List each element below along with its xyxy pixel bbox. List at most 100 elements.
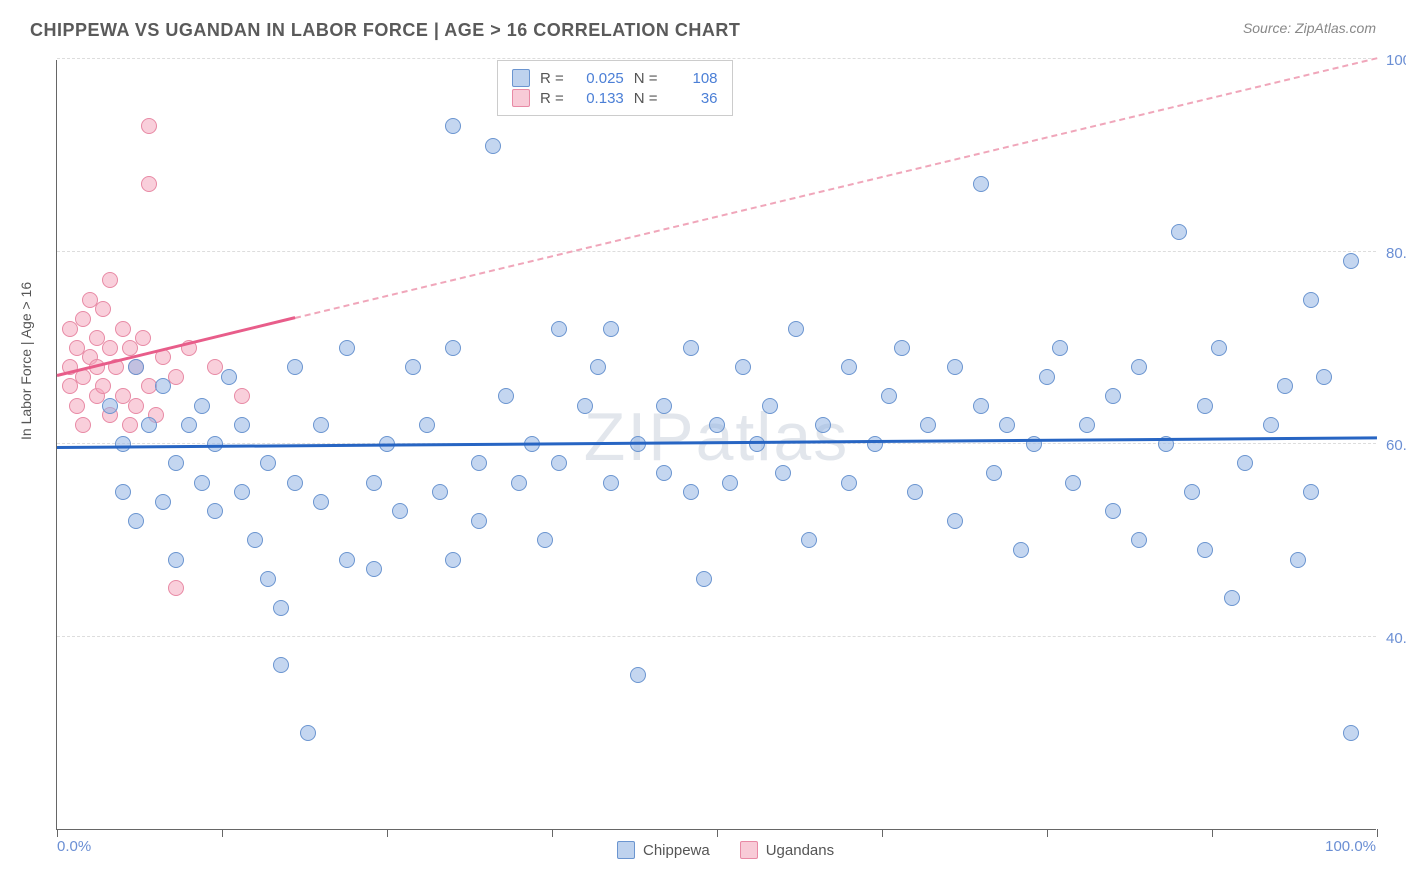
point-ugandans — [168, 580, 184, 596]
point-chippewa — [1303, 484, 1319, 500]
gridline — [57, 636, 1376, 637]
y-axis-label: In Labor Force | Age > 16 — [18, 282, 34, 440]
point-chippewa — [841, 359, 857, 375]
point-chippewa — [234, 484, 250, 500]
point-chippewa — [973, 398, 989, 414]
point-chippewa — [194, 475, 210, 491]
point-chippewa — [1131, 532, 1147, 548]
n-value: 108 — [668, 70, 718, 87]
point-chippewa — [947, 513, 963, 529]
swatch-pink-icon — [512, 89, 530, 107]
point-chippewa — [1224, 590, 1240, 606]
point-chippewa — [788, 321, 804, 337]
legend-item-chippewa: Chippewa — [617, 841, 710, 859]
point-chippewa — [181, 417, 197, 433]
y-tick-label: 60.0% — [1386, 437, 1406, 454]
n-label: N = — [634, 70, 658, 87]
x-tick — [1377, 829, 1378, 837]
r-value: 0.133 — [574, 90, 624, 107]
point-chippewa — [392, 503, 408, 519]
point-chippewa — [128, 359, 144, 375]
point-chippewa — [1290, 552, 1306, 568]
point-chippewa — [603, 475, 619, 491]
point-chippewa — [1263, 417, 1279, 433]
point-chippewa — [102, 398, 118, 414]
n-value: 36 — [668, 90, 718, 107]
point-ugandans — [102, 340, 118, 356]
point-ugandans — [128, 398, 144, 414]
point-chippewa — [1211, 340, 1227, 356]
legend-label: Ugandans — [766, 842, 834, 859]
point-chippewa — [775, 465, 791, 481]
point-chippewa — [1052, 340, 1068, 356]
point-chippewa — [749, 436, 765, 452]
point-chippewa — [1343, 725, 1359, 741]
point-ugandans — [234, 388, 250, 404]
point-chippewa — [683, 484, 699, 500]
point-chippewa — [1316, 369, 1332, 385]
point-chippewa — [920, 417, 936, 433]
point-chippewa — [445, 552, 461, 568]
point-chippewa — [115, 436, 131, 452]
point-chippewa — [551, 455, 567, 471]
point-chippewa — [577, 398, 593, 414]
point-chippewa — [1197, 542, 1213, 558]
point-chippewa — [735, 359, 751, 375]
point-chippewa — [498, 388, 514, 404]
point-chippewa — [234, 417, 250, 433]
point-ugandans — [168, 369, 184, 385]
x-tick — [387, 829, 388, 837]
point-chippewa — [128, 513, 144, 529]
point-ugandans — [122, 417, 138, 433]
r-label: R = — [540, 70, 564, 87]
point-chippewa — [537, 532, 553, 548]
n-label: N = — [634, 90, 658, 107]
point-chippewa — [1039, 369, 1055, 385]
point-chippewa — [590, 359, 606, 375]
point-chippewa — [168, 455, 184, 471]
point-chippewa — [260, 571, 276, 587]
point-ugandans — [69, 398, 85, 414]
point-chippewa — [762, 398, 778, 414]
point-chippewa — [551, 321, 567, 337]
point-chippewa — [1237, 455, 1253, 471]
x-axis-min-label: 0.0% — [57, 838, 91, 855]
point-chippewa — [221, 369, 237, 385]
point-chippewa — [432, 484, 448, 500]
point-chippewa — [907, 484, 923, 500]
point-chippewa — [683, 340, 699, 356]
point-ugandans — [95, 301, 111, 317]
y-tick-label: 100.0% — [1386, 52, 1406, 69]
point-chippewa — [1197, 398, 1213, 414]
point-chippewa — [894, 340, 910, 356]
watermark: ZIPatlas — [584, 398, 849, 476]
point-chippewa — [1184, 484, 1200, 500]
point-chippewa — [405, 359, 421, 375]
x-tick — [552, 829, 553, 837]
legend-row-chippewa: R = 0.025 N = 108 — [512, 69, 718, 87]
point-chippewa — [630, 667, 646, 683]
point-chippewa — [709, 417, 725, 433]
plot-area: ZIPatlas R = 0.025 N = 108 R = 0.133 N =… — [56, 60, 1376, 830]
point-chippewa — [445, 118, 461, 134]
x-tick — [57, 829, 58, 837]
legend-series: Chippewa Ugandans — [617, 841, 834, 859]
point-chippewa — [339, 552, 355, 568]
x-tick — [222, 829, 223, 837]
point-chippewa — [656, 465, 672, 481]
x-tick — [717, 829, 718, 837]
trendline-ugandans — [57, 316, 295, 377]
point-chippewa — [881, 388, 897, 404]
point-ugandans — [135, 330, 151, 346]
point-ugandans — [141, 176, 157, 192]
point-chippewa — [273, 600, 289, 616]
point-chippewa — [1105, 388, 1121, 404]
legend-correlation: R = 0.025 N = 108 R = 0.133 N = 36 — [497, 60, 733, 116]
y-tick-label: 40.0% — [1386, 630, 1406, 647]
x-axis-max-label: 100.0% — [1325, 838, 1376, 855]
point-chippewa — [973, 176, 989, 192]
point-chippewa — [419, 417, 435, 433]
point-chippewa — [471, 513, 487, 529]
trendline-ugandans-extrapolated — [294, 57, 1377, 319]
point-chippewa — [1079, 417, 1095, 433]
